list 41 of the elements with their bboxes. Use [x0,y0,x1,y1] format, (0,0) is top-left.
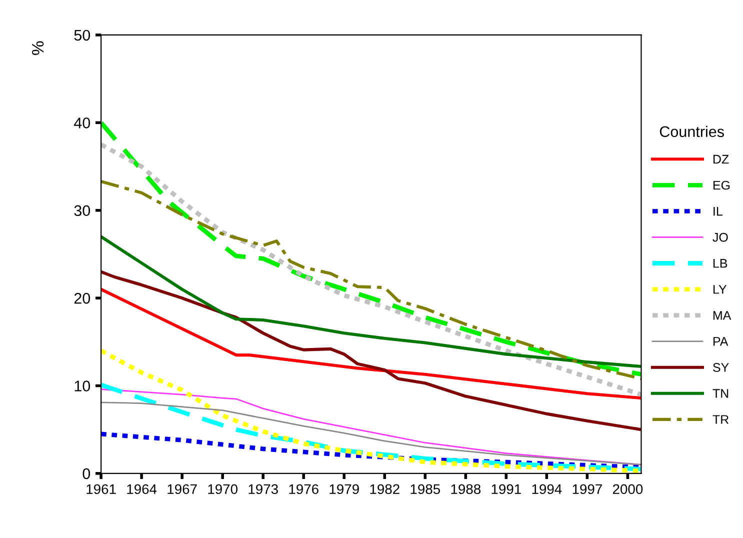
x-tick-label: 1973 [248,484,278,494]
legend-label: TN [712,389,728,398]
legend-title: Countries [660,126,724,138]
y-tick-label: 10 [74,380,90,392]
x-tick-label: 1967 [168,484,197,494]
y-tick-label: 20 [74,292,90,304]
x-tick-label: 1982 [370,484,400,494]
x-tick-label: 1964 [127,484,157,494]
legend-label: IL [714,206,722,216]
x-tick-label: 1976 [289,484,318,494]
x-tick-label: 1994 [532,484,562,494]
line-series [101,120,642,377]
x-tick-label: 1991 [492,484,521,494]
legend-label: SY [713,363,729,372]
y-tick-label: 30 [74,205,90,216]
legend-label: JO [712,232,728,242]
legend-label: LB [713,259,728,268]
x-tick-label: 1979 [330,484,359,494]
legend-label: MA [713,311,732,320]
line-series [101,180,642,380]
x-tick-label: 1997 [572,484,602,494]
line-series [101,432,642,470]
line-series [101,142,642,397]
y-axis-title: % [32,41,44,55]
x-tick-label: 1988 [451,484,481,494]
y-tick-label: 50 [74,30,90,41]
line-series [101,235,642,368]
x-tick-label: 1961 [86,484,116,494]
line-series [101,402,642,466]
y-tick-label: 0 [82,468,90,480]
x-tick-label: 1985 [410,484,440,494]
line-series [101,270,642,432]
legend-label: DZ [713,154,729,164]
x-tick-label: 1970 [208,484,238,494]
line-series [101,288,642,400]
legend-label: PA [713,337,728,346]
legend-label: LY [713,285,727,294]
legend-label: EG [713,180,730,190]
x-tick-label: 2000 [612,484,643,494]
legend-label: TR [712,415,729,424]
y-tick-label: 40 [74,118,90,128]
